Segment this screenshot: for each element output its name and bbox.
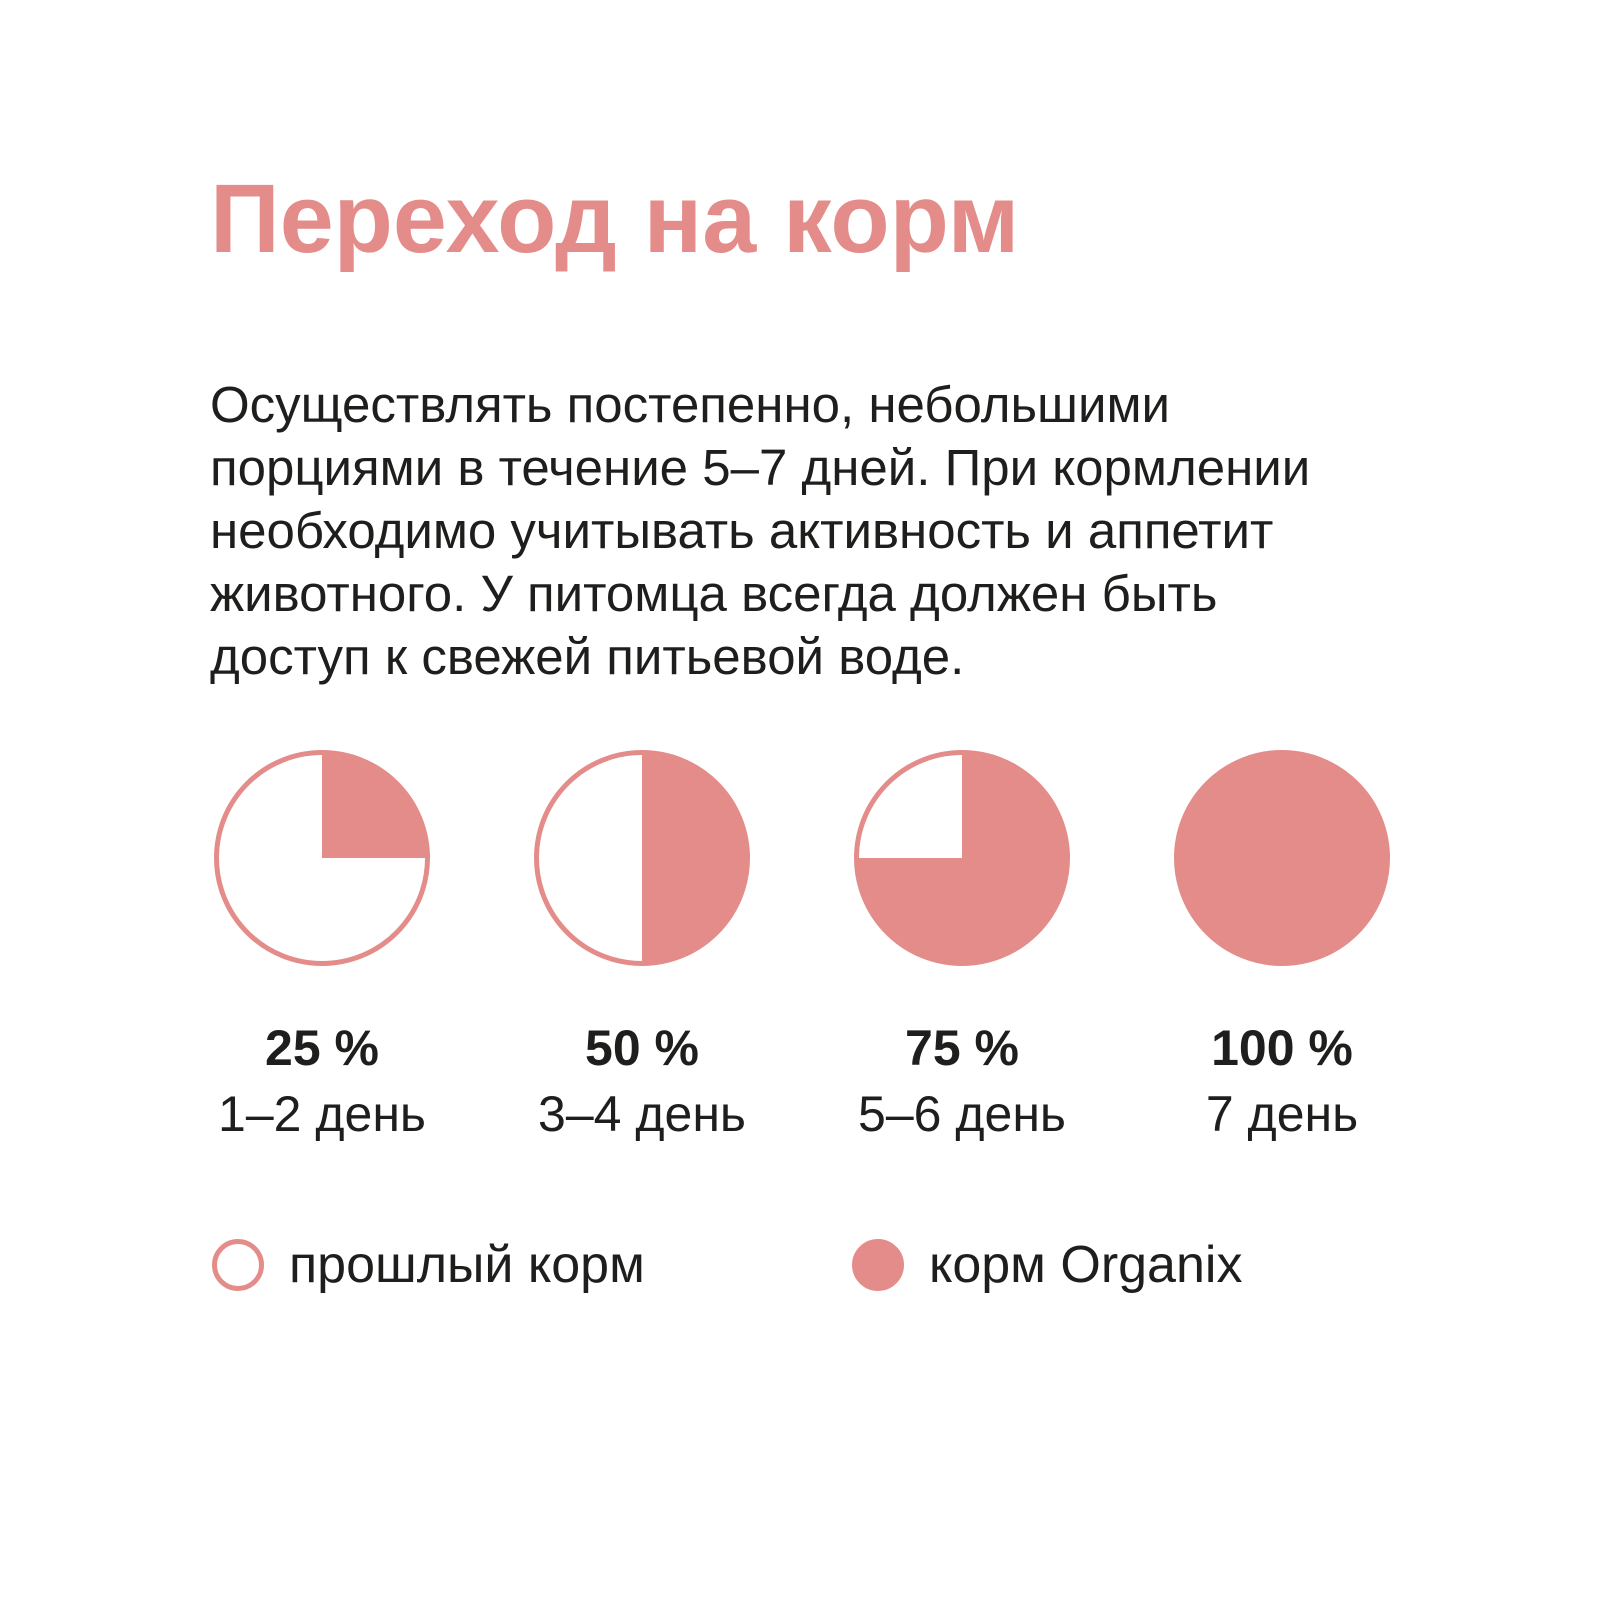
stage-day-7: 100 % 7 день — [1122, 750, 1442, 1147]
stage-day-label: 3–4 день — [538, 1086, 746, 1142]
stage-percent-label: 75 % — [905, 1020, 1019, 1076]
stage-day-label: 1–2 день — [218, 1086, 426, 1142]
stage-day-3-4: 50 % 3–4 день — [482, 750, 802, 1147]
page-title: Переход на корм — [210, 164, 1020, 273]
intro-line: Осуществлять постепенно, небольшими — [210, 376, 1171, 433]
stage-percent-label: 100 % — [1211, 1020, 1353, 1076]
stage-percent-label: 50 % — [585, 1020, 699, 1076]
pie-chart-100-percent-icon — [1174, 750, 1390, 966]
intro-line: порциями в течение 5–7 дней. При кормлен… — [210, 439, 1311, 496]
legend-label-organix-food: корм Organix — [929, 1235, 1243, 1294]
stage-day-label: 5–6 день — [858, 1086, 1066, 1142]
legend-item-old-food: прошлый корм — [212, 1238, 645, 1291]
pie-chart-50-percent-icon — [534, 750, 750, 966]
legend-label-old-food: прошлый корм — [289, 1235, 645, 1294]
intro-line: животного. У питомца всегда должен быть — [210, 565, 1218, 622]
pie-chart-75-percent-icon — [854, 750, 1070, 966]
intro-text: Осуществлять постепенно, небольшими порц… — [210, 373, 1310, 688]
transition-stages-row: 25 % 1–2 день 50 % 3–4 день 75 % 5–6 ден… — [162, 750, 1442, 1147]
stage-percent-label: 25 % — [265, 1020, 379, 1076]
old-food-swatch-icon — [212, 1238, 264, 1291]
legend-item-organix-food: корм Organix — [852, 1238, 1242, 1291]
stage-day-1-2: 25 % 1–2 день — [162, 750, 482, 1147]
pie-chart-25-percent-icon — [214, 750, 430, 966]
stage-day-5-6: 75 % 5–6 день — [802, 750, 1122, 1147]
stage-day-label: 7 день — [1205, 1086, 1359, 1142]
organix-food-swatch-icon — [852, 1238, 904, 1291]
intro-line: доступ к свежей питьевой воде. — [210, 628, 965, 685]
intro-line: необходимо учитывать активность и аппети… — [210, 502, 1274, 559]
